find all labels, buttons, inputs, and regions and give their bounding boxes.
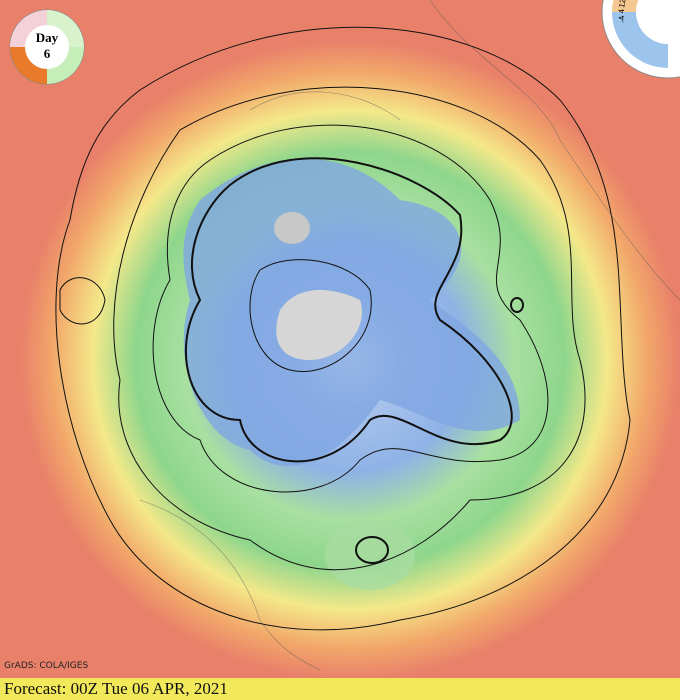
coldest-area [276, 290, 362, 360]
legend: -44121620242832364044 [601, 0, 680, 79]
day-label: Day [36, 30, 59, 45]
legend-label: -4 [617, 15, 627, 24]
coastlines [139, 0, 680, 671]
legend-label: 16 [619, 0, 631, 1]
contours [55, 26, 631, 631]
coldest-area [274, 212, 310, 244]
legend-label: 12 [617, 0, 628, 9]
day-number: 6 [44, 46, 51, 61]
day-badge: Day 6 [9, 9, 85, 85]
legend-label: 4 [617, 8, 626, 13]
map: Day 6 -44121620242832364044 [9, 0, 680, 678]
field-blob [325, 520, 415, 590]
footer: Forecast: 00Z Tue 06 APR, 2021 [0, 678, 680, 700]
credit: GrADS: COLA/IGES [4, 661, 89, 671]
